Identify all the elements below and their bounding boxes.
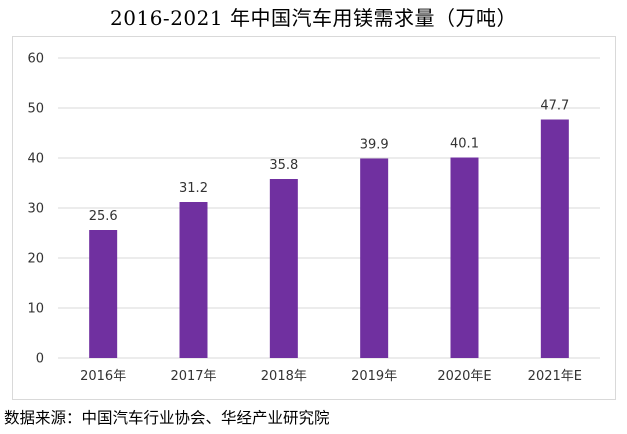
bar [89, 230, 118, 358]
data-label: 39.9 [360, 138, 389, 153]
y-tick-label: 20 [27, 252, 44, 267]
data-label: 40.1 [450, 137, 479, 152]
y-tick-label: 0 [36, 352, 44, 367]
x-tick-label: 2021年E [528, 369, 582, 384]
data-label: 31.2 [179, 181, 208, 196]
bar [360, 158, 389, 358]
y-tick-label: 50 [27, 102, 44, 117]
x-tick-label: 2020年E [437, 369, 491, 384]
y-tick-label: 30 [27, 202, 44, 217]
y-tick-label: 60 [27, 52, 44, 67]
x-tick-label: 2016年 [80, 369, 126, 384]
y-tick-label: 40 [27, 152, 44, 167]
y-tick-label: 10 [27, 302, 44, 317]
bar [179, 202, 208, 358]
x-tick-label: 2018年 [261, 369, 307, 384]
bar [540, 119, 569, 358]
bar-chart: 0 10 20 30 40 50 60 25.6 2016年 31.2 2017年 35.8 2018年… [27, 52, 600, 384]
chart-title: 2016-2021 年中国汽车用镁需求量（万吨） [110, 6, 517, 30]
data-label: 35.8 [269, 158, 298, 173]
chart-frame [12, 36, 616, 400]
source-note: 数据来源：中国汽车行业协会、华经产业研究院 [4, 409, 330, 427]
x-tick-label: 2017年 [170, 369, 216, 384]
bar [269, 179, 298, 358]
bar [450, 157, 479, 358]
x-tick-label: 2019年 [351, 369, 397, 384]
data-label: 47.7 [540, 99, 569, 114]
data-label: 25.6 [89, 209, 118, 224]
